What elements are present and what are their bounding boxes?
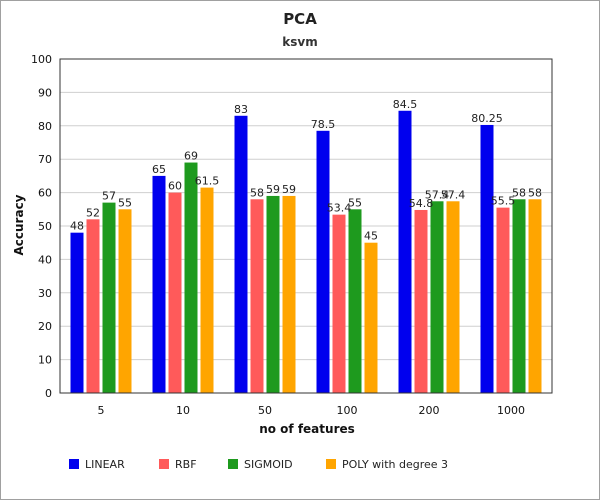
chart-subtitle: ksvm — [282, 35, 317, 49]
data-label: 54.8 — [409, 197, 434, 210]
plot-area — [59, 58, 553, 394]
bar — [398, 110, 412, 394]
data-label: 58 — [512, 186, 526, 199]
legend-label: POLY with degree 3 — [342, 458, 448, 471]
bar — [200, 187, 214, 393]
data-label: 61.5 — [195, 175, 220, 188]
bar — [86, 219, 100, 393]
legend-item: SIGMOID — [228, 458, 293, 471]
bar — [282, 195, 296, 393]
bar — [168, 192, 182, 393]
bar — [414, 209, 428, 393]
x-tick-label: 100 — [337, 404, 358, 417]
x-axis-ticks: 5 10 50 100 200 1000 — [98, 404, 526, 417]
bar — [316, 130, 330, 393]
chart-title: PCA — [283, 10, 317, 28]
data-label: 60 — [168, 180, 182, 193]
legend-item: RBF — [159, 458, 197, 471]
bar — [118, 209, 132, 393]
y-tick-label: 30 — [38, 287, 52, 300]
bar — [446, 201, 460, 393]
legend-label: SIGMOID — [244, 458, 293, 471]
bar — [234, 115, 248, 393]
y-tick-label: 50 — [38, 220, 52, 233]
data-label: 84.5 — [393, 98, 418, 111]
x-axis-title: no of features — [259, 422, 355, 436]
y-tick-label: 100 — [31, 53, 52, 66]
data-label: 58 — [528, 186, 542, 199]
legend-swatch — [326, 459, 336, 469]
bars — [70, 110, 542, 394]
bar — [512, 199, 526, 393]
y-tick-label: 60 — [38, 187, 52, 200]
data-label: 78.5 — [311, 118, 336, 131]
data-label: 53.4 — [327, 202, 352, 215]
data-label: 80.25 — [471, 112, 503, 125]
x-tick-label: 200 — [419, 404, 440, 417]
legend-item: LINEAR — [69, 458, 125, 471]
y-tick-label: 40 — [38, 253, 52, 266]
y-tick-label: 10 — [38, 354, 52, 367]
y-tick-label: 70 — [38, 153, 52, 166]
data-label: 57 — [102, 190, 116, 203]
legend-swatch — [228, 459, 238, 469]
data-label: 52 — [86, 206, 100, 219]
bar — [184, 162, 198, 393]
bar — [480, 124, 494, 393]
legend-label: RBF — [175, 458, 197, 471]
data-label: 48 — [70, 220, 84, 233]
data-label: 59 — [282, 183, 296, 196]
x-tick-label: 5 — [98, 404, 105, 417]
x-tick-label: 1000 — [497, 404, 525, 417]
grid-lines — [60, 58, 552, 394]
data-label: 69 — [184, 150, 198, 163]
bar — [348, 209, 362, 393]
data-label: 55.5 — [491, 195, 516, 208]
bar — [266, 195, 280, 393]
bar — [102, 202, 116, 393]
y-tick-label: 20 — [38, 320, 52, 333]
bar — [332, 214, 346, 393]
y-tick-label: 0 — [45, 387, 52, 400]
data-label: 55 — [348, 196, 362, 209]
data-label: 55 — [118, 196, 132, 209]
x-tick-label: 10 — [176, 404, 190, 417]
bar — [152, 175, 166, 393]
legend: LINEAR RBF SIGMOID POLY with degree 3 — [69, 458, 448, 471]
data-label: 57.4 — [441, 188, 466, 201]
legend-item: POLY with degree 3 — [326, 458, 448, 471]
bar — [430, 201, 444, 393]
data-label: 83 — [234, 103, 248, 116]
x-tick-label: 50 — [258, 404, 272, 417]
y-axis-ticks: 0 10 20 30 40 50 60 70 80 90 100 — [31, 53, 52, 400]
y-tick-label: 80 — [38, 120, 52, 133]
data-label: 57.4 — [425, 188, 450, 201]
data-label: 58 — [250, 186, 264, 199]
legend-label: LINEAR — [85, 458, 125, 471]
bar — [496, 207, 510, 393]
data-label: 45 — [364, 230, 378, 243]
bar — [528, 199, 542, 393]
legend-swatch — [159, 459, 169, 469]
bar — [70, 232, 84, 393]
y-tick-label: 90 — [38, 86, 52, 99]
y-axis-title: Accuracy — [12, 194, 26, 255]
data-label: 65 — [152, 163, 166, 176]
data-label: 59 — [266, 183, 280, 196]
bar — [250, 199, 264, 393]
bar — [364, 242, 378, 393]
legend-swatch — [69, 459, 79, 469]
